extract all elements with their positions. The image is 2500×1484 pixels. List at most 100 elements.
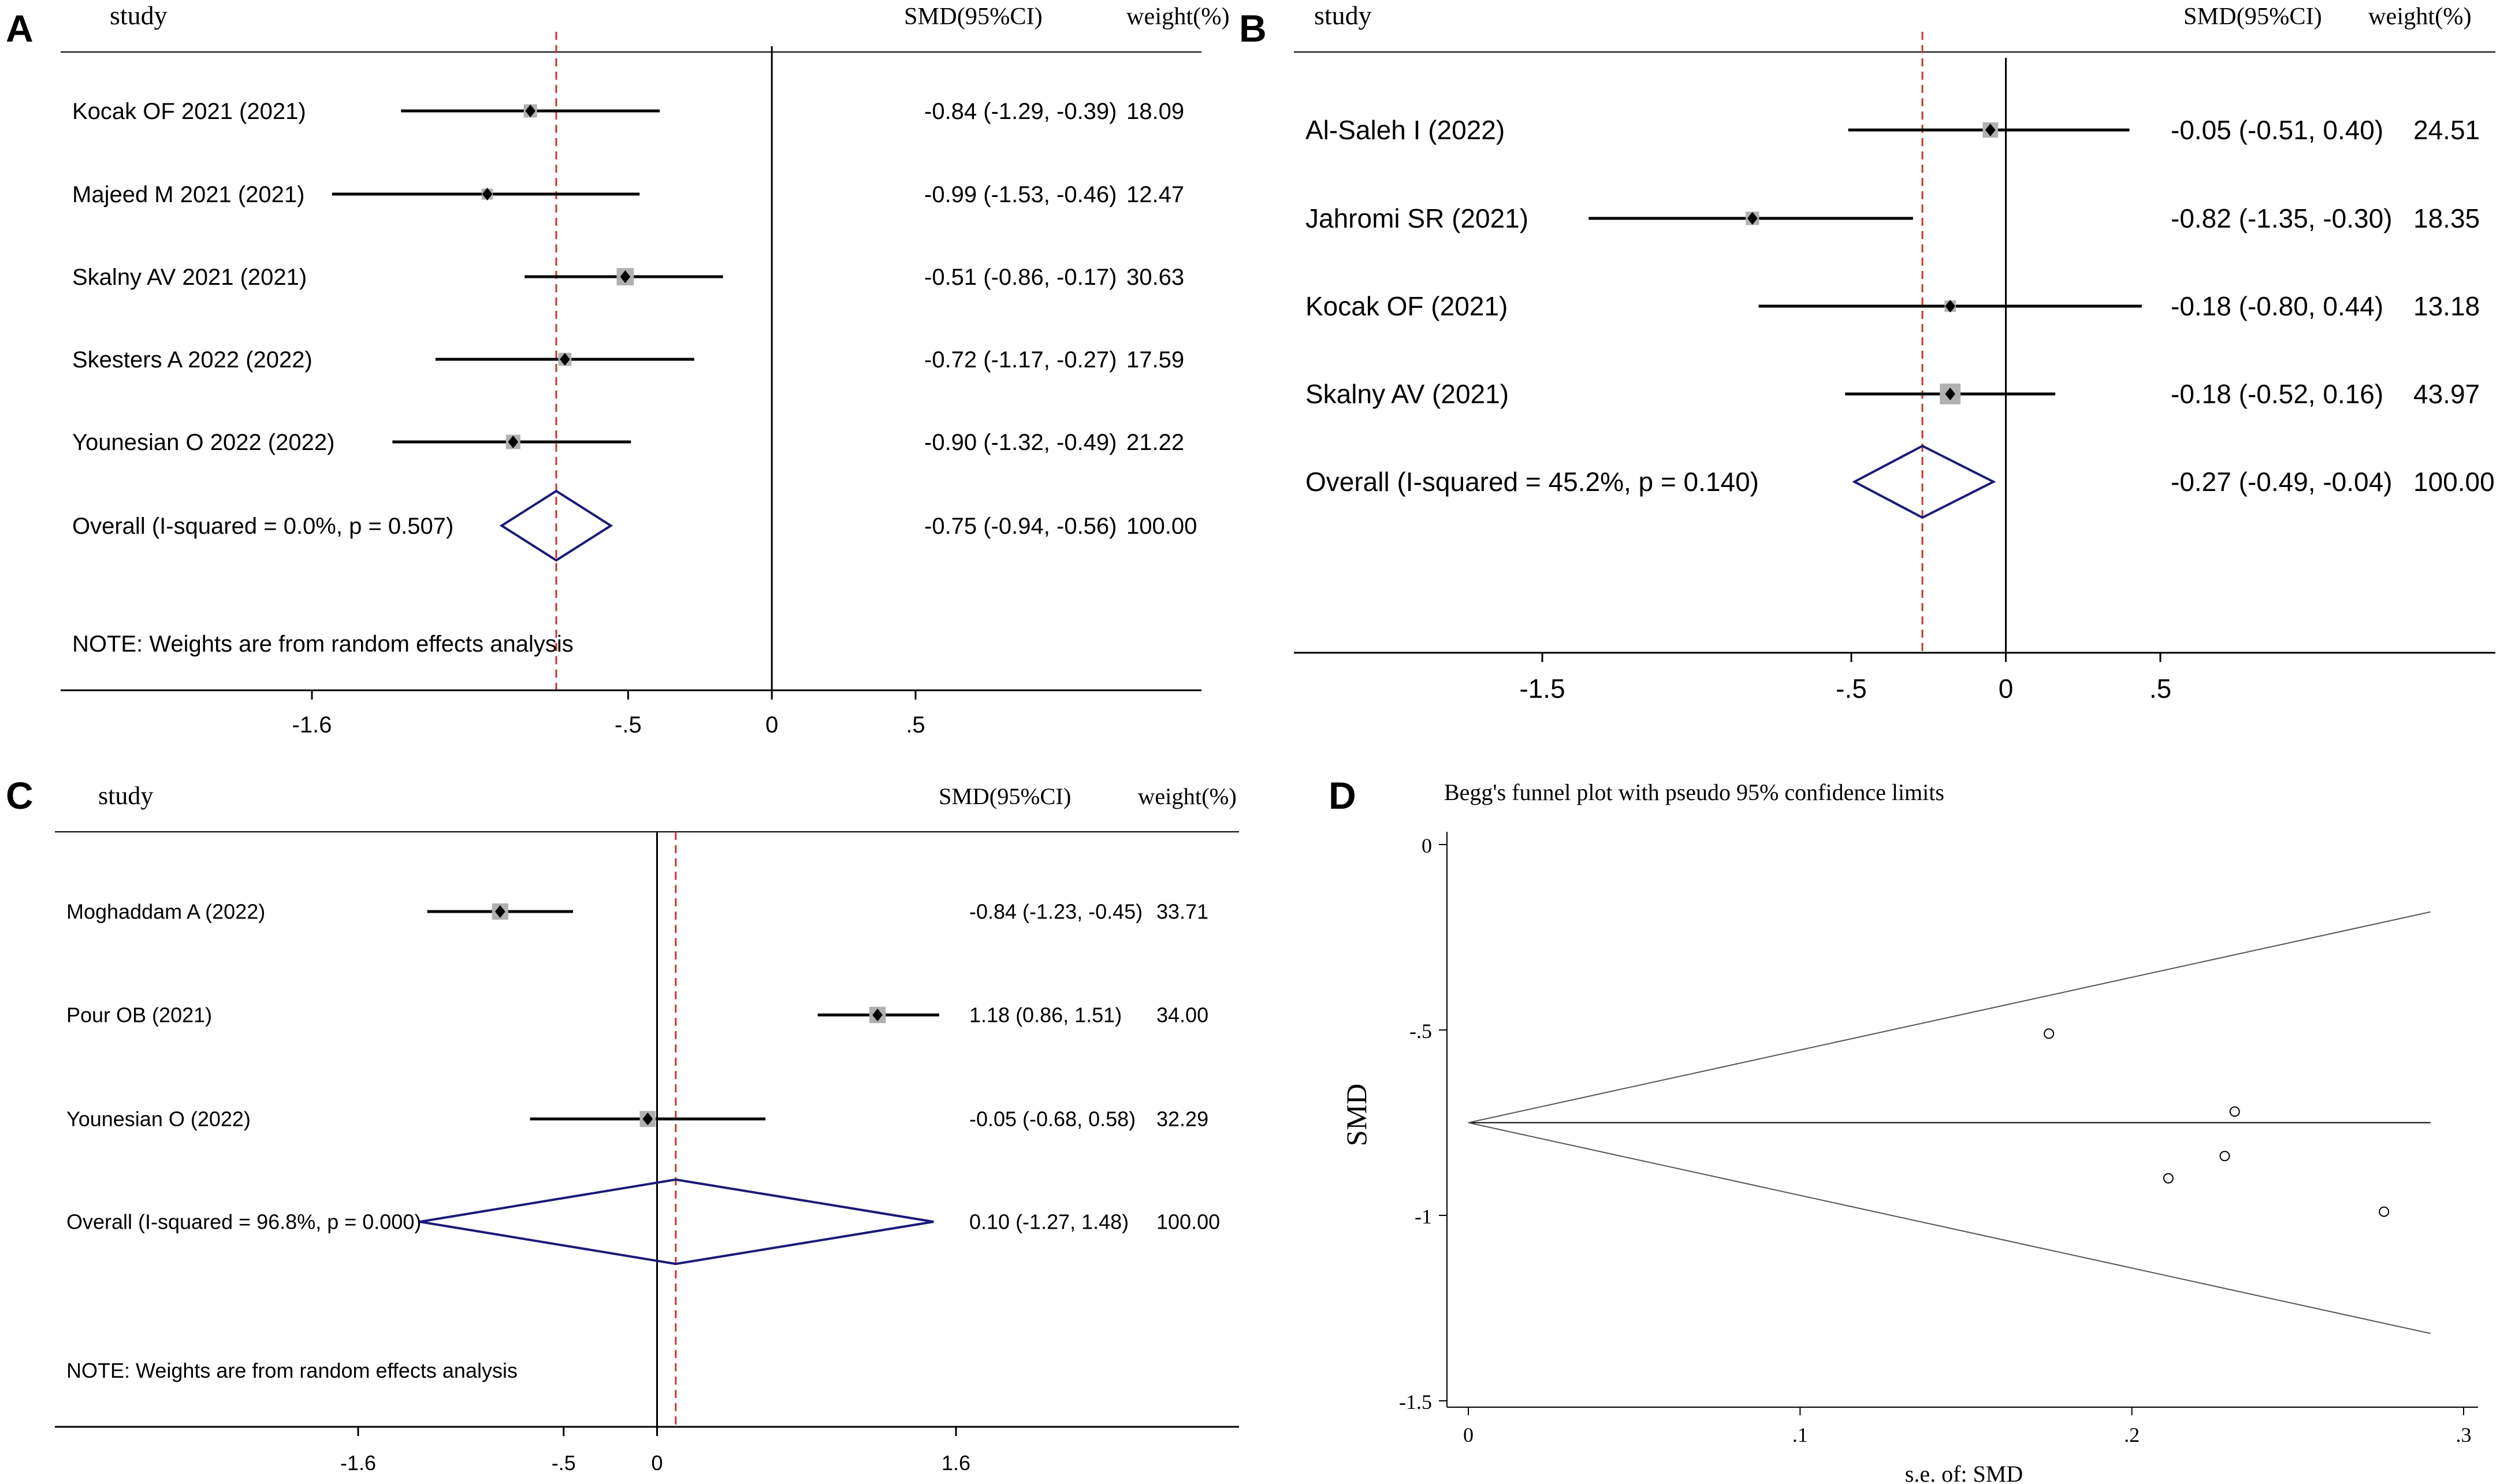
forest-panel-b: study SMD(95%CI) weight(%) Al-Saleh I (2022… xyxy=(1294,1,2495,704)
weight-text: 17.59 xyxy=(1126,347,1184,373)
ci-text: -0.05 (-0.68, 0.58) xyxy=(969,1107,1136,1131)
study-point xyxy=(2044,1028,2055,1039)
y-tick-label: -1.5 xyxy=(1399,1390,1432,1414)
weight-text: 24.51 xyxy=(2413,115,2480,145)
overall-ci-text: -0.75 (-0.94, -0.56) xyxy=(924,514,1117,539)
ci-text: -0.18 (-0.52, 0.16) xyxy=(2171,379,2383,409)
note-text: NOTE: Weights are from random effects an… xyxy=(72,631,574,657)
study-label: Younesian O (2022) xyxy=(66,1107,251,1131)
panel-label-b: B xyxy=(1239,7,1267,50)
overall-diamond xyxy=(419,1178,934,1266)
overall-weight-text: 100.00 xyxy=(2413,467,2495,497)
header-effect: SMD(95%CI) xyxy=(904,3,1043,30)
lower-limit-line xyxy=(1468,1122,2431,1334)
point-estimate xyxy=(508,436,519,448)
ci-text: -0.84 (-1.23, -0.45) xyxy=(969,900,1143,924)
x-tick-label: -.5 xyxy=(615,712,642,738)
study-label: Skesters A 2022 (2022) xyxy=(72,347,312,373)
study-point xyxy=(2229,1106,2240,1117)
panel-label-a: A xyxy=(6,7,34,50)
x-tick-label: 0 xyxy=(651,1451,663,1475)
overall-ci-text: -0.27 (-0.49, -0.04) xyxy=(2171,467,2393,497)
x-tick-label: -1.6 xyxy=(340,1451,376,1475)
weight-text: 21.22 xyxy=(1126,430,1184,455)
x-tick-label: 0 xyxy=(1999,674,2014,704)
weight-text: 18.09 xyxy=(1126,99,1184,124)
ci-text: -0.99 (-1.53, -0.46) xyxy=(924,182,1117,207)
point-estimate xyxy=(1945,300,1955,313)
study-label: Kocak OF 2021 (2021) xyxy=(72,99,306,124)
funnel-title: Begg's funnel plot with pseudo 95% confi… xyxy=(1444,779,1944,805)
weight-text: 33.71 xyxy=(1156,900,1208,924)
point-estimate xyxy=(1747,212,1758,225)
forest-panel-a: study SMD(95%CI) weight(%) Kocak OF 2021 (2… xyxy=(61,1,1230,738)
x-tick-label: .2 xyxy=(2124,1423,2140,1446)
x-tick-label: -.5 xyxy=(552,1451,576,1475)
weight-text: 32.29 xyxy=(1156,1107,1208,1131)
forest-panel-c: study SMD(95%CI) weight(%) Moghaddam A (202… xyxy=(55,782,1239,1475)
ci-text: -0.84 (-1.29, -0.39) xyxy=(924,99,1117,124)
point-estimate xyxy=(525,105,535,117)
ci-text: -0.72 (-1.17, -0.27) xyxy=(924,347,1117,373)
x-tick-label: -.5 xyxy=(1836,674,1867,704)
y-axis-label: SMD xyxy=(1340,1084,1372,1146)
x-tick-label: .5 xyxy=(2149,674,2171,704)
point-estimate xyxy=(620,270,631,283)
ci-text: -0.82 (-1.35, -0.30) xyxy=(2171,203,2393,233)
panel-label-c: C xyxy=(6,774,34,817)
point-estimate xyxy=(872,1009,883,1021)
overall-diamond xyxy=(499,489,613,562)
x-tick-label: 1.6 xyxy=(942,1451,970,1475)
study-label: Jahromi SR (2021) xyxy=(1305,203,1528,233)
header-weight: weight(%) xyxy=(2368,3,2472,30)
point-estimate xyxy=(1985,124,1996,136)
x-tick-label: 0 xyxy=(1463,1423,1474,1446)
weight-text: 34.00 xyxy=(1156,1003,1208,1027)
study-label: Skalny AV 2021 (2021) xyxy=(72,265,307,290)
study-label: Skalny AV (2021) xyxy=(1305,379,1509,409)
weight-text: 43.97 xyxy=(2413,379,2480,409)
upper-limit-line xyxy=(1468,911,2431,1124)
ci-text: -0.90 (-1.32, -0.49) xyxy=(924,430,1117,455)
y-tick-label: -1 xyxy=(1415,1205,1432,1228)
header-study: study xyxy=(110,1,168,30)
header-effect: SMD(95%CI) xyxy=(939,783,1071,809)
funnel-panel-d: Begg's funnel plot with pseudo 95% confi… xyxy=(1340,779,2478,1484)
x-tick-label: 0 xyxy=(765,712,778,738)
x-tick-label: .3 xyxy=(2456,1423,2472,1446)
header-study: study xyxy=(98,782,153,810)
point-estimate xyxy=(1945,388,1955,400)
study-label: Majeed M 2021 (2021) xyxy=(72,182,304,207)
x-tick-label: .5 xyxy=(906,712,925,738)
ci-text: -0.05 (-0.51, 0.40) xyxy=(2171,115,2383,145)
study-point xyxy=(2219,1151,2230,1162)
overall-weight-text: 100.00 xyxy=(1156,1210,1220,1234)
overall-weight-text: 100.00 xyxy=(1126,514,1197,539)
point-estimate xyxy=(642,1113,653,1125)
header-effect: SMD(95%CI) xyxy=(2183,3,2322,30)
header-weight: weight(%) xyxy=(1126,3,1230,30)
x-axis-label: s.e. of: SMD xyxy=(1905,1461,2023,1484)
study-label: Al-Saleh I (2022) xyxy=(1305,115,1505,145)
overall-diamond xyxy=(1852,444,1996,519)
weight-text: 30.63 xyxy=(1126,265,1184,290)
header-study: study xyxy=(1314,1,1372,30)
study-label: Moghaddam A (2022) xyxy=(66,900,265,924)
overall-label: Overall (I-squared = 45.2%, p = 0.140) xyxy=(1305,467,1759,497)
overall-ci-text: 0.10 (-1.27, 1.48) xyxy=(969,1210,1129,1234)
y-tick-label: -.5 xyxy=(1409,1020,1432,1043)
ci-text: 1.18 (0.86, 1.51) xyxy=(969,1003,1122,1027)
overall-label: Overall (I-squared = 96.8%, p = 0.000) xyxy=(66,1210,421,1234)
overall-label: Overall (I-squared = 0.0%, p = 0.507) xyxy=(72,514,453,539)
weight-text: 18.35 xyxy=(2413,203,2480,233)
x-tick-label: .1 xyxy=(1792,1423,1808,1446)
point-estimate xyxy=(495,905,505,918)
note-text: NOTE: Weights are from random effects an… xyxy=(66,1359,518,1382)
panel-label-d: D xyxy=(1329,774,1356,817)
weight-text: 13.18 xyxy=(2413,291,2480,321)
study-label: Younesian O 2022 (2022) xyxy=(72,430,334,455)
weight-text: 12.47 xyxy=(1126,182,1184,207)
ci-text: -0.51 (-0.86, -0.17) xyxy=(924,265,1117,290)
study-label: Pour OB (2021) xyxy=(66,1003,212,1027)
